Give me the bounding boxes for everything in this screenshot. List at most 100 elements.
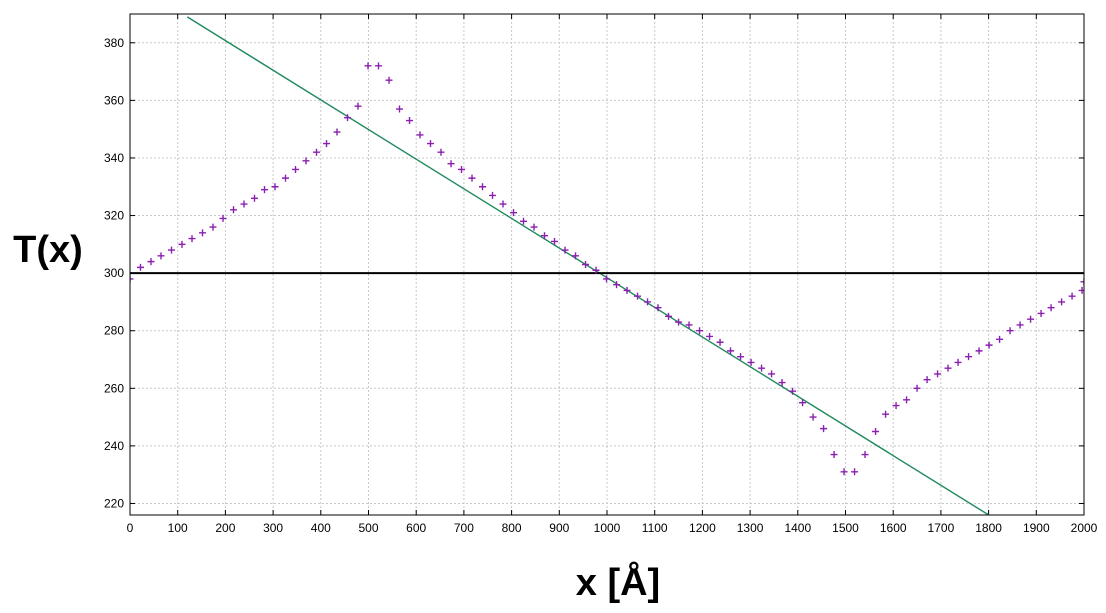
data-point (437, 148, 445, 156)
data-point (758, 364, 766, 372)
data-point (323, 140, 331, 148)
data-point (199, 229, 207, 237)
data-point (130, 275, 134, 283)
data-point (406, 117, 414, 125)
data-point (333, 128, 341, 136)
data-point (665, 312, 673, 320)
data-point (696, 327, 704, 335)
y-axis-title: T(x) (13, 229, 83, 271)
x-tick-label: 0 (127, 521, 134, 535)
x-tick-label: 800 (502, 521, 522, 535)
data-point (230, 206, 238, 214)
data-point (240, 200, 248, 208)
y-tick-label: 240 (104, 439, 124, 453)
x-tick-label: 700 (454, 521, 474, 535)
data-point (375, 62, 383, 70)
data-point (167, 246, 175, 254)
data-point (799, 399, 807, 407)
data-point (934, 370, 942, 378)
data-point (1016, 321, 1024, 329)
data-point (468, 174, 476, 182)
data-point (344, 114, 352, 122)
x-tick-label: 1300 (737, 521, 764, 535)
data-point (872, 428, 880, 435)
data-point (250, 194, 258, 202)
data-point (1068, 292, 1076, 300)
data-point (613, 281, 621, 289)
data-point (882, 410, 890, 418)
fit-line (186, 16, 991, 515)
data-point (809, 413, 817, 421)
data-point (219, 214, 227, 222)
plot-content (130, 16, 1084, 515)
data-point (292, 165, 300, 173)
data-point (209, 223, 217, 231)
x-tick-label: 1700 (928, 521, 955, 535)
y-tick-label: 260 (104, 381, 124, 395)
data-point (541, 232, 549, 240)
data-point (820, 425, 828, 433)
data-point (354, 102, 362, 110)
data-point (1037, 309, 1045, 317)
data-point (458, 165, 466, 173)
x-tick-label: 500 (358, 521, 378, 535)
x-tick-label: 300 (263, 521, 283, 535)
x-tick-label: 1000 (594, 521, 621, 535)
x-tick-label: 1100 (642, 521, 668, 535)
data-point (561, 246, 569, 254)
data-point (551, 237, 559, 245)
data-point (685, 321, 693, 329)
data-point (965, 353, 973, 361)
data-point (188, 235, 196, 243)
data-point (1078, 286, 1084, 294)
data-point (778, 379, 786, 387)
y-tick-label: 320 (104, 209, 124, 223)
data-point (313, 148, 321, 156)
data-point (675, 318, 683, 326)
data-point (364, 62, 372, 70)
x-tick-label: 200 (215, 521, 235, 535)
data-point (727, 347, 735, 355)
data-point (271, 183, 279, 191)
data-point (385, 76, 393, 84)
data-point (892, 402, 900, 410)
data-point (147, 258, 155, 266)
data-point (840, 468, 848, 476)
data-point (716, 338, 724, 346)
data-point (261, 186, 269, 194)
data-point (830, 451, 838, 459)
data-point (510, 209, 518, 217)
data-point (996, 335, 1004, 343)
x-tick-label: 1500 (832, 521, 859, 535)
data-point (427, 140, 435, 148)
y-tick-label: 360 (104, 93, 124, 107)
x-tick-label: 400 (311, 521, 331, 535)
data-point (530, 223, 538, 231)
data-point (157, 252, 165, 260)
x-tick-label: 100 (168, 521, 188, 535)
data-point (975, 347, 983, 355)
data-point (520, 217, 528, 225)
data-point (302, 157, 310, 165)
y-tick-label: 380 (104, 36, 124, 50)
data-point (747, 358, 755, 366)
data-point (396, 105, 404, 113)
y-tick-label: 340 (104, 151, 124, 165)
y-tick-label: 280 (104, 324, 124, 338)
x-tick-label: 600 (406, 521, 426, 535)
data-point (1006, 327, 1014, 335)
data-point (1047, 304, 1055, 312)
x-tick-label: 1400 (784, 521, 811, 535)
data-point (654, 304, 662, 312)
data-point (416, 131, 424, 139)
data-point (634, 292, 642, 300)
x-axis-title: x [Å] (576, 560, 660, 604)
plot-frame (129, 13, 1085, 516)
y-tick-label: 300 (104, 266, 124, 280)
data-point (861, 451, 869, 459)
data-point (644, 298, 652, 306)
data-point (706, 332, 714, 340)
data-point (489, 191, 497, 199)
data-point (737, 353, 745, 361)
tick-labels: 0 100 200 300 400 500 600 700 800 900 1000 1100 1200… (104, 36, 1098, 535)
